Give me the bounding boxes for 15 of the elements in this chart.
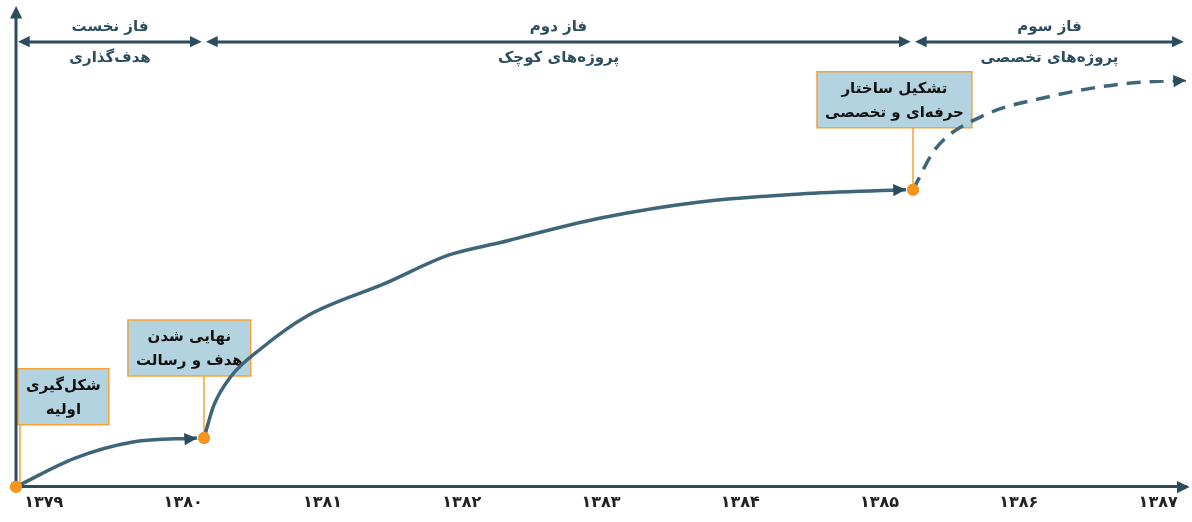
x-tick-label: ۱۳۸۳	[581, 491, 621, 511]
text: فاز نخست هدف‌گذاری	[69, 16, 151, 66]
text: فاز سوم پروژه‌های تخصصی	[980, 16, 1119, 67]
annotation: تشکیل ساختار حرفه‌ای و تخصصی	[824, 78, 964, 121]
text: فاز دوم پروژه‌های کوچک	[497, 16, 620, 67]
x-tick-label: ۱۳۷۹	[24, 491, 64, 511]
x-tick-label: ۱۳۸۴	[720, 491, 761, 511]
x-tick-label: ۱۳۸۰	[163, 491, 203, 511]
x-tick-label: ۱۳۸۶	[999, 491, 1039, 511]
x-tick-label: ۱۳۸۲	[442, 491, 482, 511]
annotation: شکل‌گیری اولیه	[25, 375, 101, 418]
x-tick-label: ۱۳۸۷	[1138, 491, 1178, 511]
x-tick-label: ۱۳۸۵	[860, 491, 900, 511]
annotation: نهایی شدن هدف و رسالت	[135, 326, 243, 369]
x-tick-label: ۱۳۸۱	[302, 491, 342, 511]
